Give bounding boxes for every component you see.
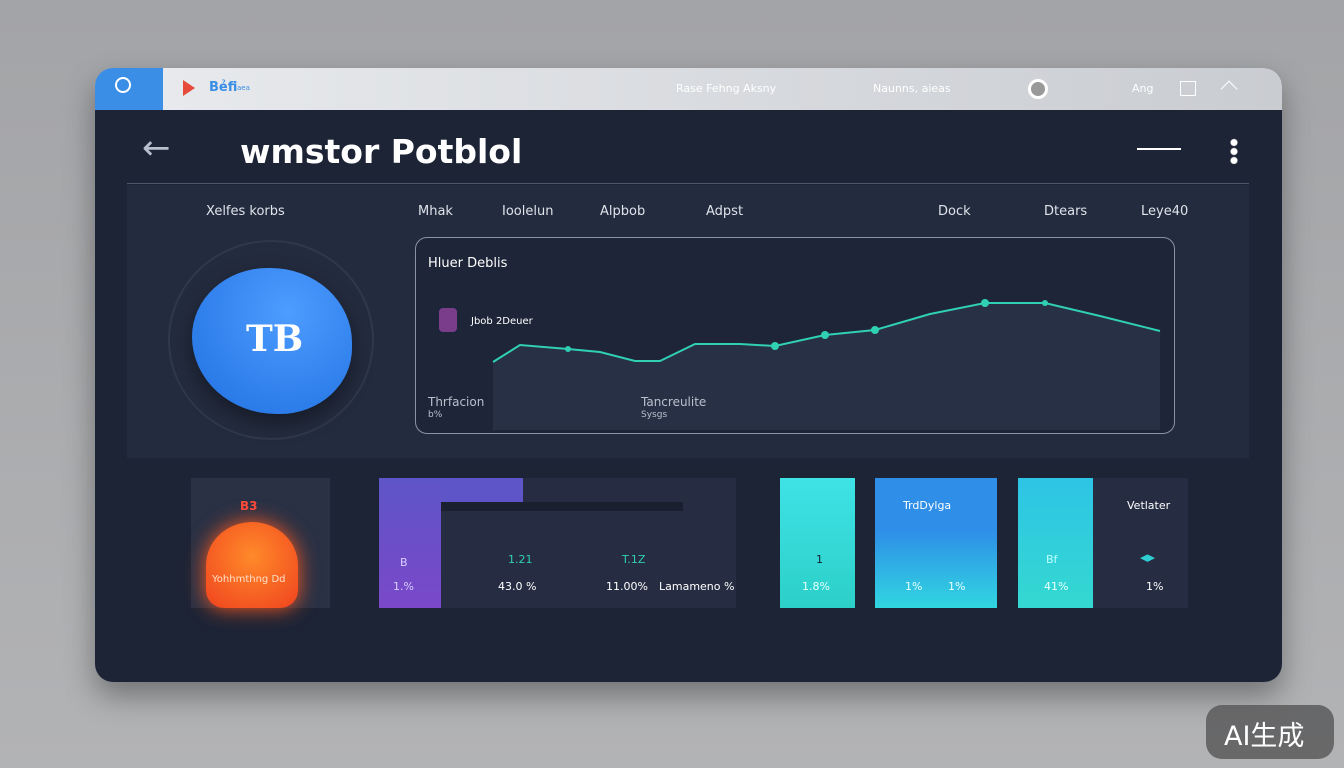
card-badge: Bf [1046, 553, 1058, 566]
menu-line[interactable] [1137, 148, 1181, 150]
back-arrow[interactable]: ← [142, 128, 171, 168]
top-link[interactable]: Rase Fehng Aksny [676, 82, 777, 95]
card-mark: 1 [816, 553, 823, 566]
watermark-box [1206, 705, 1334, 759]
footer-label: Thrfacion [428, 395, 485, 409]
card-value: 1% [905, 580, 923, 593]
tab[interactable]: Alpbob [600, 204, 646, 219]
header-divider [127, 183, 1249, 184]
footer-label: Tancreulite [641, 395, 707, 409]
line-points [565, 299, 1048, 352]
tab[interactable]: Ioolelun [502, 204, 554, 219]
card-side [1018, 478, 1093, 608]
line-area [493, 303, 1160, 430]
card-side [379, 478, 441, 608]
card[interactable] [875, 478, 997, 608]
top-link[interactable]: Naunns, aieas [873, 82, 951, 95]
card-title: Vetlater [1127, 499, 1171, 512]
lang[interactable]: Ang [1132, 82, 1154, 95]
toggle-icon[interactable] [1028, 79, 1048, 99]
legend: Jbob 2Deuer [471, 316, 533, 327]
card-value: 1% [1146, 580, 1164, 593]
card[interactable] [780, 478, 855, 608]
avatar-label: TB [246, 318, 304, 360]
card-rule [441, 502, 683, 511]
card-title: B3 [240, 499, 258, 513]
page-title: wmstor Potblol [240, 132, 523, 171]
metric-value: 43.0 % [498, 580, 537, 593]
tab[interactable]: Dtears [1044, 204, 1088, 219]
activity-title: Hluer Deblis [428, 256, 508, 271]
avatar [192, 268, 352, 414]
top-bar [95, 68, 1282, 110]
card-title: TrdDylga [903, 499, 952, 512]
kebab[interactable] [1230, 138, 1238, 164]
square-icon[interactable] [1180, 81, 1196, 96]
tab[interactable]: Mhak [418, 204, 453, 219]
tab[interactable]: Xelfes korbs [206, 204, 285, 219]
legend-icon [439, 308, 457, 332]
footer-sub: Sysgs [641, 410, 668, 420]
play-icon [183, 80, 195, 96]
diamond-icon[interactable]: ◂▸ [1140, 548, 1156, 566]
card-value: 1% [948, 580, 966, 593]
card-value: 1.% [393, 580, 414, 593]
card-blob [206, 522, 298, 608]
avatar-ring [168, 240, 374, 440]
app-name: Bẻfi [209, 80, 238, 95]
metric-label: 1.21 [508, 553, 533, 566]
metric-label: T.1Z [622, 553, 646, 566]
card-value: 1.8% [802, 580, 830, 593]
line [492, 302, 1161, 363]
card-value: 41% [1044, 580, 1069, 593]
card-badge: B [400, 556, 408, 569]
metric-value: 11.00% [606, 580, 648, 593]
app-sub: aea [237, 84, 250, 92]
tab[interactable]: Adpst [706, 204, 744, 219]
footer-sub: b% [428, 410, 443, 420]
app-circle [115, 77, 131, 93]
tab[interactable]: Dock [938, 204, 971, 219]
watermark: AI生成 [1224, 721, 1305, 752]
tab[interactable]: Leye40 [1141, 204, 1189, 219]
card-caption: Yohhmthng Dd [212, 574, 286, 585]
card-note: Lamameno % [659, 580, 735, 593]
